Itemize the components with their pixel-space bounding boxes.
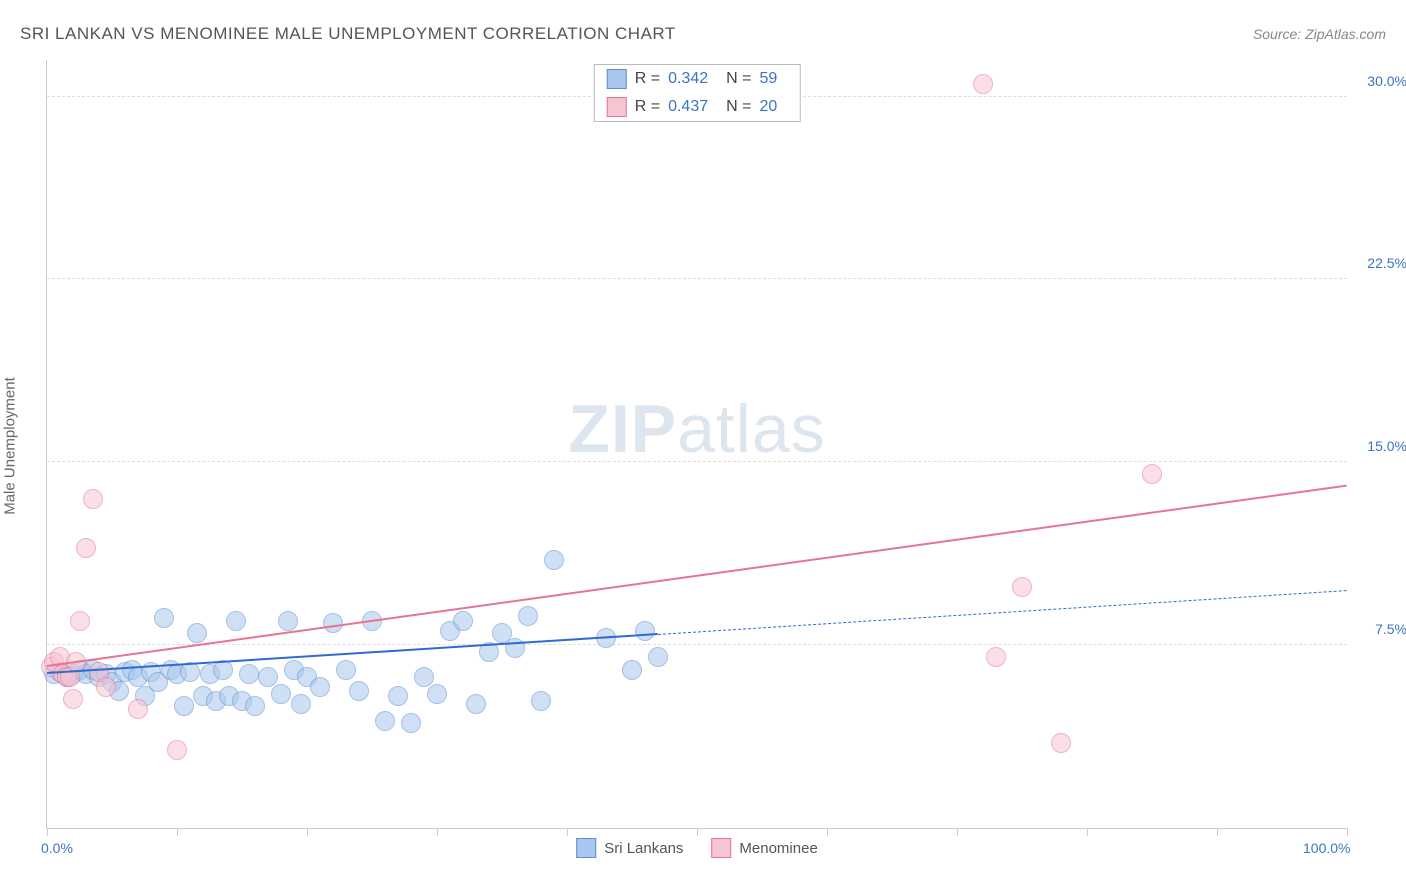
- data-point: [76, 538, 96, 558]
- data-point: [128, 699, 148, 719]
- x-tick-label: 0.0%: [41, 840, 73, 856]
- legend-row: R = 0.342N = 59: [595, 65, 800, 93]
- data-point: [336, 660, 356, 680]
- data-point: [635, 621, 655, 641]
- gridline: [47, 461, 1347, 462]
- data-point: [63, 689, 83, 709]
- trend-line: [47, 485, 1347, 667]
- data-point: [648, 647, 668, 667]
- data-point: [70, 611, 90, 631]
- data-point: [453, 611, 473, 631]
- data-point: [167, 740, 187, 760]
- data-point: [349, 681, 369, 701]
- gridline: [47, 644, 1347, 645]
- legend-row: R = 0.437N = 20: [595, 93, 800, 121]
- data-point: [375, 711, 395, 731]
- data-point: [291, 694, 311, 714]
- data-point: [505, 638, 525, 658]
- x-tick: [1347, 828, 1348, 836]
- x-tick: [827, 828, 828, 836]
- x-tick: [437, 828, 438, 836]
- data-point: [83, 489, 103, 509]
- legend-item: Sri Lankans: [576, 838, 683, 858]
- chart-title: SRI LANKAN VS MENOMINEE MALE UNEMPLOYMEN…: [20, 24, 676, 44]
- data-point: [187, 623, 207, 643]
- data-point: [245, 696, 265, 716]
- data-point: [96, 677, 116, 697]
- x-tick: [1087, 828, 1088, 836]
- data-point: [531, 691, 551, 711]
- data-point: [986, 647, 1006, 667]
- data-point: [622, 660, 642, 680]
- x-tick: [1217, 828, 1218, 836]
- data-point: [1051, 733, 1071, 753]
- data-point: [154, 608, 174, 628]
- data-point: [271, 684, 291, 704]
- legend-correlation: R = 0.342N = 59R = 0.437N = 20: [594, 64, 801, 122]
- gridline: [47, 278, 1347, 279]
- data-point: [310, 677, 330, 697]
- legend-series: Sri Lankans Menominee: [576, 838, 818, 858]
- data-point: [1142, 464, 1162, 484]
- y-axis-label: Male Unemployment: [2, 377, 19, 515]
- scatter-plot: ZIPatlas R = 0.342N = 59R = 0.437N = 20 …: [46, 60, 1347, 829]
- data-point: [427, 684, 447, 704]
- watermark: ZIPatlas: [568, 390, 825, 468]
- y-tick-label: 7.5%: [1375, 621, 1406, 637]
- y-tick-label: 15.0%: [1367, 438, 1406, 454]
- x-tick: [177, 828, 178, 836]
- data-point: [1012, 577, 1032, 597]
- data-point: [174, 696, 194, 716]
- data-point: [239, 664, 259, 684]
- data-point: [973, 74, 993, 94]
- source-label: Source: ZipAtlas.com: [1253, 26, 1386, 42]
- x-tick: [47, 828, 48, 836]
- x-tick-label: 100.0%: [1303, 840, 1350, 856]
- data-point: [544, 550, 564, 570]
- data-point: [258, 667, 278, 687]
- data-point: [388, 686, 408, 706]
- x-tick: [957, 828, 958, 836]
- y-tick-label: 30.0%: [1367, 73, 1406, 89]
- data-point: [414, 667, 434, 687]
- data-point: [518, 606, 538, 626]
- data-point: [401, 713, 421, 733]
- data-point: [466, 694, 486, 714]
- legend-item: Menominee: [711, 838, 817, 858]
- trend-line: [658, 591, 1347, 636]
- x-tick: [697, 828, 698, 836]
- x-tick: [307, 828, 308, 836]
- y-tick-label: 22.5%: [1367, 255, 1406, 271]
- data-point: [226, 611, 246, 631]
- data-point: [278, 611, 298, 631]
- x-tick: [567, 828, 568, 836]
